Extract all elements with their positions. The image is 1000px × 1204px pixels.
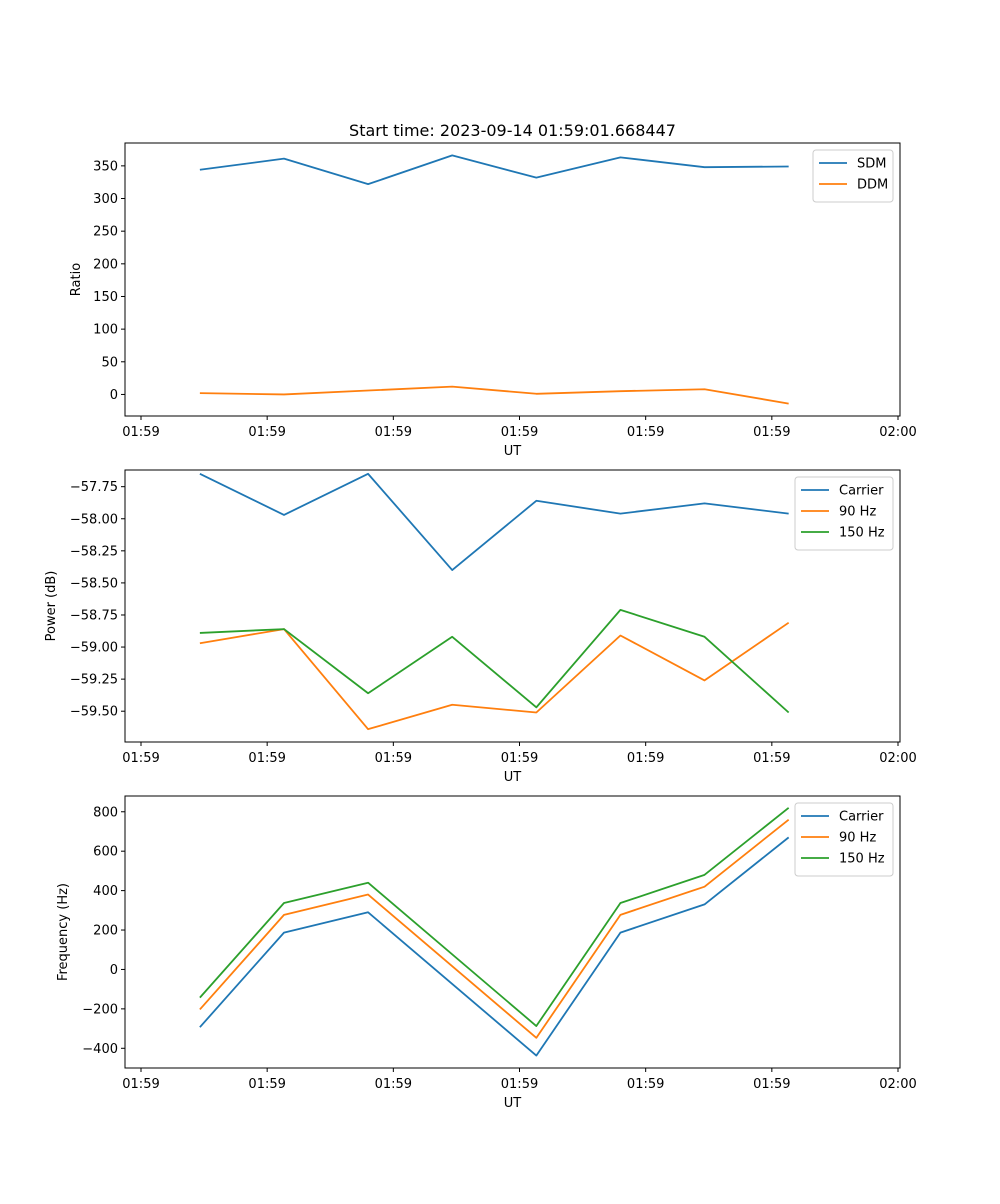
x-tick-label: 01:59 [248, 425, 285, 440]
legend-label: 150 Hz [839, 852, 885, 867]
x-tick-label: 01:59 [248, 751, 285, 766]
y-tick-label: 250 [93, 225, 118, 240]
x-tick-label: 01:59 [501, 1077, 538, 1092]
x-axis-label: UT [504, 770, 522, 785]
y-tick-label: −200 [82, 1002, 118, 1017]
legend-label: 90 Hz [839, 831, 876, 846]
y-tick-label: 200 [93, 924, 118, 939]
x-tick-label: 01:59 [501, 425, 538, 440]
y-tick-label: 150 [93, 290, 118, 305]
y-tick-label: 200 [93, 257, 118, 272]
y-tick-label: −400 [82, 1042, 118, 1057]
y-axis-label: Power (dB) [44, 571, 59, 642]
y-tick-label: −59.50 [70, 705, 118, 720]
y-tick-label: 800 [93, 805, 118, 820]
axes-frame [124, 142, 901, 417]
series-line-carrier [199, 472, 789, 571]
series-line-90-hz [199, 621, 790, 731]
y-tick-label: 50 [101, 355, 118, 370]
x-tick-label: 01:59 [753, 1077, 790, 1092]
legend-label: SDM [857, 157, 886, 172]
axes-frame [124, 795, 901, 1069]
x-axis-label: UT [504, 1096, 522, 1111]
chart-panel-2: −57.75 −58.00 −58.25 −58.50 −58.75 −59.00 −59.… [44, 469, 917, 785]
series-line-150-hz [199, 608, 790, 714]
series-line-150-hz [199, 807, 790, 1027]
series-line-ddm [199, 385, 789, 405]
y-tick-label: −57.75 [70, 480, 118, 495]
y-tick-label: 300 [93, 192, 118, 207]
legend-label: Carrier [839, 484, 884, 499]
axes-frame [124, 469, 901, 743]
x-tick-label: 01:59 [122, 1077, 159, 1092]
y-tick-label: 0 [110, 963, 118, 978]
legend-label: 90 Hz [839, 505, 876, 520]
y-axis-label: Frequency (Hz) [56, 883, 71, 981]
legend-label: 150 Hz [839, 526, 885, 541]
x-tick-label: 01:59 [627, 1077, 664, 1092]
figure-title: Start time: 2023-09-14 01:59:01.668447 [349, 121, 676, 140]
series-line-sdm [199, 154, 789, 186]
panels: 0 50 100 150 200 250 300 350 01:59 01:59 01:59 01:5… [44, 142, 917, 1111]
y-tick-label: 0 [110, 388, 118, 403]
x-tick-label: 01:59 [375, 425, 412, 440]
y-tick-label: −59.25 [70, 673, 118, 688]
legend: Carrier 90 Hz 150 Hz [794, 802, 894, 877]
y-tick-label: 600 [93, 845, 118, 860]
x-axis-label: UT [504, 444, 522, 459]
x-tick-label: 01:59 [627, 425, 664, 440]
y-tick-label: 400 [93, 884, 118, 899]
x-tick-label: 02:00 [879, 425, 916, 440]
y-tick-label: −59.00 [70, 641, 118, 656]
series-line-90-hz [199, 818, 790, 1039]
y-tick-label: 350 [93, 159, 118, 174]
chart-panel-1: 0 50 100 150 200 250 300 350 01:59 01:59 01:59 01:5… [69, 142, 917, 459]
x-tick-label: 01:59 [501, 751, 538, 766]
x-tick-label: 01:59 [375, 751, 412, 766]
x-tick-label: 01:59 [122, 751, 159, 766]
x-tick-label: 01:59 [375, 1077, 412, 1092]
y-tick-label: −58.50 [70, 576, 118, 591]
chart-panel-3: −400 −200 0 200 400 600 800 01:59 01:59 01:59 01:5… [56, 795, 917, 1111]
x-tick-label: 02:00 [879, 751, 916, 766]
series-line-carrier [199, 836, 790, 1057]
x-tick-label: 01:59 [248, 1077, 285, 1092]
y-tick-label: 100 [93, 323, 118, 338]
x-tick-label: 01:59 [627, 751, 664, 766]
legend-label: DDM [857, 178, 888, 193]
legend: SDM DDM [812, 149, 894, 203]
x-tick-label: 01:59 [122, 425, 159, 440]
y-tick-label: −58.75 [70, 608, 118, 623]
x-tick-label: 01:59 [753, 425, 790, 440]
y-tick-label: −58.00 [70, 512, 118, 527]
x-tick-label: 02:00 [879, 1077, 916, 1092]
legend: Carrier 90 Hz 150 Hz [794, 476, 894, 551]
y-tick-label: −58.25 [70, 544, 118, 559]
legend-label: Carrier [839, 810, 884, 825]
x-tick-label: 01:59 [753, 751, 790, 766]
y-axis-label: Ratio [69, 263, 84, 296]
